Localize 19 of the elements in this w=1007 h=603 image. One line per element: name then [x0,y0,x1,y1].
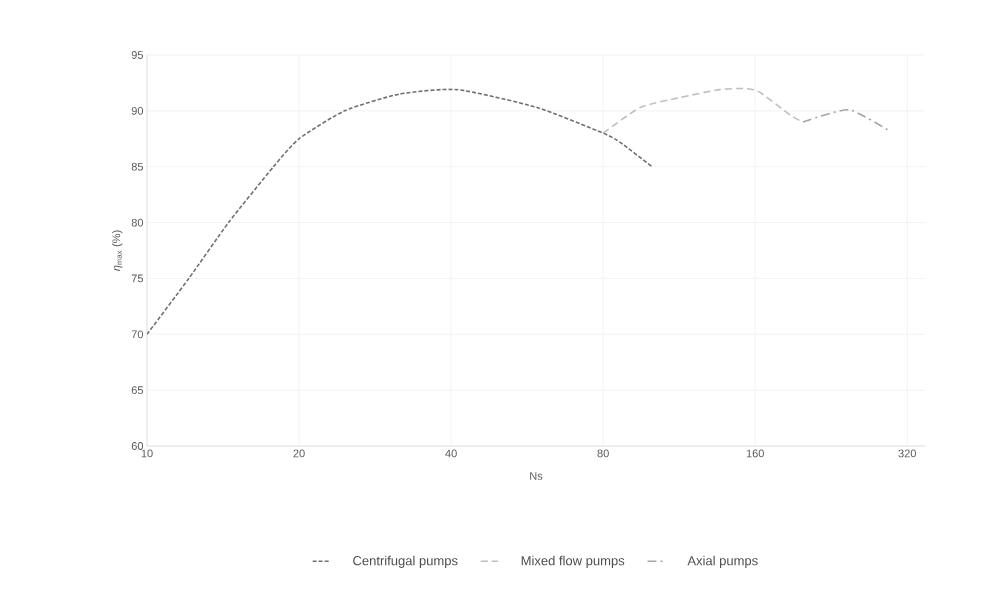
x-axis-title: Ns [530,472,543,480]
x-tick-label: 160 [746,449,764,458]
y-tick-label: 85 [131,162,143,171]
y-tick-label: 90 [131,106,144,115]
legend-label: Axial pumps [687,555,758,568]
y-axis-title: η$_{max}$ (%) [112,230,123,271]
x-tick-label: 80 [597,449,609,458]
legend-label: Centrifugal pumps [353,555,458,568]
x-tick-label: 40 [445,449,457,458]
x-tick-label: 10 [141,449,153,458]
legend-label: Mixed flow pumps [521,555,625,568]
x-tick-label: 320 [898,449,916,458]
x-tick-label: 20 [293,449,305,458]
y-tick-label: 70 [131,330,144,339]
y-tick-label: 60 [131,442,144,450]
y-tick-label: 80 [131,218,144,227]
y-tick-label: 75 [131,274,143,283]
y-tick-label: 65 [131,386,143,395]
y-tick-label: 95 [131,51,143,59]
